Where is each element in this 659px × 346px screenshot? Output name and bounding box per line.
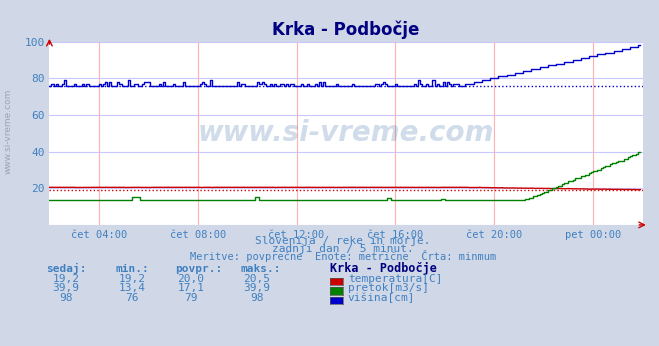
Text: 39,9: 39,9 — [53, 283, 79, 293]
Text: 98: 98 — [59, 293, 72, 303]
Text: 79: 79 — [185, 293, 198, 303]
Text: povpr.:: povpr.: — [175, 264, 222, 274]
Text: 98: 98 — [250, 293, 264, 303]
Text: 19,2: 19,2 — [119, 274, 145, 284]
Text: Meritve: povprečne  Enote: metrične  Črta: minmum: Meritve: povprečne Enote: metrične Črta:… — [190, 250, 496, 262]
Text: 76: 76 — [125, 293, 138, 303]
Text: 13,4: 13,4 — [119, 283, 145, 293]
Text: višina[cm]: višina[cm] — [348, 293, 415, 303]
Text: 39,9: 39,9 — [244, 283, 270, 293]
Title: Krka - Podbočje: Krka - Podbočje — [272, 20, 420, 38]
Text: pretok[m3/s]: pretok[m3/s] — [348, 283, 429, 293]
Text: sedaj:: sedaj: — [46, 263, 86, 274]
Text: maks.:: maks.: — [241, 264, 281, 274]
Text: www.si-vreme.com: www.si-vreme.com — [3, 89, 13, 174]
Text: zadnji dan / 5 minut.: zadnji dan / 5 minut. — [272, 244, 414, 254]
Text: temperatura[C]: temperatura[C] — [348, 274, 442, 284]
Text: min.:: min.: — [115, 264, 149, 274]
Text: Krka - Podbočje: Krka - Podbočje — [330, 262, 436, 275]
Text: Slovenija / reke in morje.: Slovenija / reke in morje. — [255, 236, 430, 246]
Text: www.si-vreme.com: www.si-vreme.com — [198, 119, 494, 147]
Text: 20,5: 20,5 — [244, 274, 270, 284]
Text: 20,0: 20,0 — [178, 274, 204, 284]
Text: 17,1: 17,1 — [178, 283, 204, 293]
Text: 19,2: 19,2 — [53, 274, 79, 284]
